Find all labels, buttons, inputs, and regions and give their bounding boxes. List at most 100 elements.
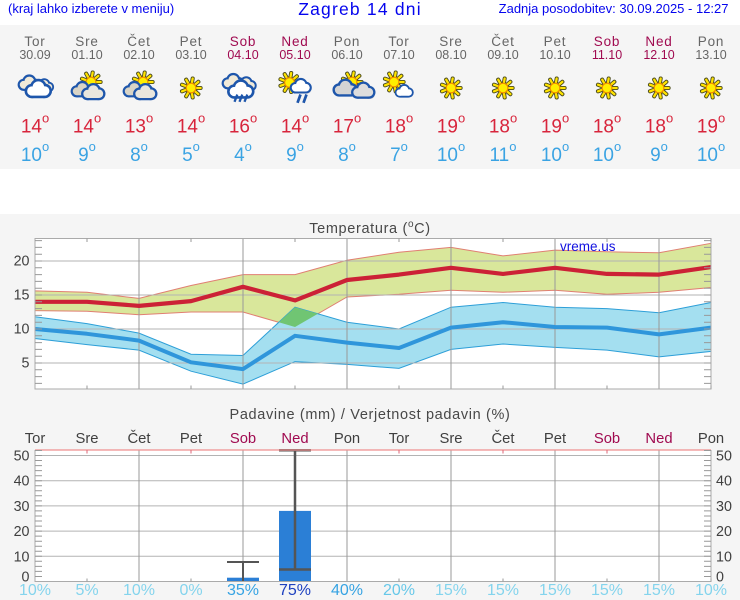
svg-text:Čet: Čet — [491, 430, 514, 447]
svg-text:50: 50 — [14, 449, 30, 465]
svg-text:10: 10 — [716, 549, 732, 565]
svg-text:9o: 9o — [650, 139, 668, 166]
svg-text:75%: 75% — [279, 582, 311, 599]
svg-text:40: 40 — [14, 474, 30, 490]
svg-text:4o: 4o — [234, 139, 252, 166]
svg-text:Tor: Tor — [25, 431, 46, 447]
svg-text:10: 10 — [14, 322, 30, 338]
svg-text:19o: 19o — [697, 111, 725, 138]
svg-text:15%: 15% — [487, 582, 519, 599]
svg-text:Ned: Ned — [645, 431, 672, 447]
svg-text:02.10: 02.10 — [123, 48, 154, 62]
svg-text:20: 20 — [14, 524, 30, 540]
svg-text:Pon: Pon — [698, 431, 724, 447]
svg-text:10o: 10o — [697, 139, 725, 166]
svg-text:14o: 14o — [21, 111, 49, 138]
svg-text:03.10: 03.10 — [175, 48, 206, 62]
svg-text:Sob: Sob — [230, 34, 256, 49]
svg-text:01.10: 01.10 — [71, 48, 102, 62]
svg-text:40%: 40% — [331, 582, 363, 599]
svg-text:13o: 13o — [125, 111, 153, 138]
svg-text:5%: 5% — [75, 582, 98, 599]
svg-text:07.10: 07.10 — [383, 48, 414, 62]
svg-text:Pet: Pet — [180, 34, 203, 49]
svg-text:Zadnja posodobitev: 30.09.2025: Zadnja posodobitev: 30.09.2025 - 12:27 — [499, 1, 729, 16]
svg-text:16o: 16o — [229, 111, 257, 138]
svg-text:Pet: Pet — [544, 431, 566, 447]
svg-text:14o: 14o — [177, 111, 205, 138]
svg-text:Pet: Pet — [180, 431, 202, 447]
svg-text:Ned: Ned — [281, 34, 308, 49]
svg-text:9o: 9o — [78, 139, 96, 166]
svg-text:18o: 18o — [645, 111, 673, 138]
svg-text:5: 5 — [22, 356, 30, 372]
svg-text:Tor: Tor — [389, 431, 410, 447]
svg-text:Ned: Ned — [645, 34, 672, 49]
svg-text:Sob: Sob — [594, 34, 620, 49]
svg-text:20: 20 — [14, 254, 30, 270]
svg-text:10o: 10o — [21, 139, 49, 166]
svg-text:8o: 8o — [130, 139, 148, 166]
svg-text:vreme.us: vreme.us — [560, 239, 616, 254]
svg-text:10.10: 10.10 — [539, 48, 570, 62]
svg-text:40: 40 — [716, 474, 732, 490]
svg-text:09.10: 09.10 — [487, 48, 518, 62]
svg-text:14o: 14o — [281, 111, 309, 138]
svg-text:Pon: Pon — [334, 34, 360, 49]
svg-text:19o: 19o — [541, 111, 569, 138]
svg-text:Čet: Čet — [127, 34, 150, 49]
svg-text:18o: 18o — [489, 111, 517, 138]
svg-text:15%: 15% — [591, 582, 623, 599]
svg-text:05.10: 05.10 — [279, 48, 310, 62]
svg-text:10%: 10% — [695, 582, 727, 599]
svg-text:35%: 35% — [227, 582, 259, 599]
svg-text:15%: 15% — [539, 582, 571, 599]
svg-text:0: 0 — [716, 570, 724, 586]
svg-text:20: 20 — [716, 524, 732, 540]
svg-text:Čet: Čet — [491, 34, 514, 49]
svg-text:Ned: Ned — [281, 431, 308, 447]
svg-text:30.09: 30.09 — [19, 48, 50, 62]
svg-text:15%: 15% — [435, 582, 467, 599]
svg-text:12.10: 12.10 — [643, 48, 674, 62]
svg-text:5o: 5o — [182, 139, 200, 166]
svg-text:08.10: 08.10 — [435, 48, 466, 62]
svg-text:06.10: 06.10 — [331, 48, 362, 62]
svg-text:Zagreb 14 dni: Zagreb 14 dni — [298, 0, 422, 19]
svg-text:10o: 10o — [593, 139, 621, 166]
svg-text:11.10: 11.10 — [592, 48, 622, 62]
svg-text:7o: 7o — [390, 139, 408, 166]
svg-text:14o: 14o — [73, 111, 101, 138]
svg-text:Sre: Sre — [439, 34, 462, 49]
svg-text:8o: 8o — [338, 139, 356, 166]
svg-text:04.10: 04.10 — [227, 48, 258, 62]
svg-text:Čet: Čet — [127, 430, 150, 447]
svg-text:17o: 17o — [333, 111, 361, 138]
svg-text:0%: 0% — [179, 582, 202, 599]
svg-text:10%: 10% — [19, 582, 51, 599]
svg-text:(kraj lahko izberete v meniju): (kraj lahko izberete v meniju) — [8, 1, 174, 16]
svg-text:19o: 19o — [437, 111, 465, 138]
svg-text:10o: 10o — [541, 139, 569, 166]
svg-text:10o: 10o — [437, 139, 465, 166]
svg-text:18o: 18o — [593, 111, 621, 138]
svg-text:30: 30 — [716, 499, 732, 515]
svg-text:Padavine (mm) / Verjetnost pad: Padavine (mm) / Verjetnost padavin (%) — [230, 407, 511, 423]
svg-text:Pon: Pon — [698, 34, 724, 49]
svg-text:Sob: Sob — [594, 431, 620, 447]
svg-text:11o: 11o — [490, 139, 517, 166]
svg-text:13.10: 13.10 — [695, 48, 726, 62]
svg-text:0: 0 — [22, 570, 30, 586]
svg-text:Sob: Sob — [230, 431, 256, 447]
svg-text:18o: 18o — [385, 111, 413, 138]
svg-text:50: 50 — [716, 449, 732, 465]
svg-text:Pet: Pet — [544, 34, 567, 49]
svg-text:15%: 15% — [643, 582, 675, 599]
svg-text:Sre: Sre — [75, 34, 98, 49]
svg-text:Pon: Pon — [334, 431, 360, 447]
svg-text:20%: 20% — [383, 582, 415, 599]
svg-text:9o: 9o — [286, 139, 304, 166]
svg-text:Tor: Tor — [388, 34, 409, 49]
svg-text:10%: 10% — [123, 582, 155, 599]
svg-text:30: 30 — [14, 499, 30, 515]
